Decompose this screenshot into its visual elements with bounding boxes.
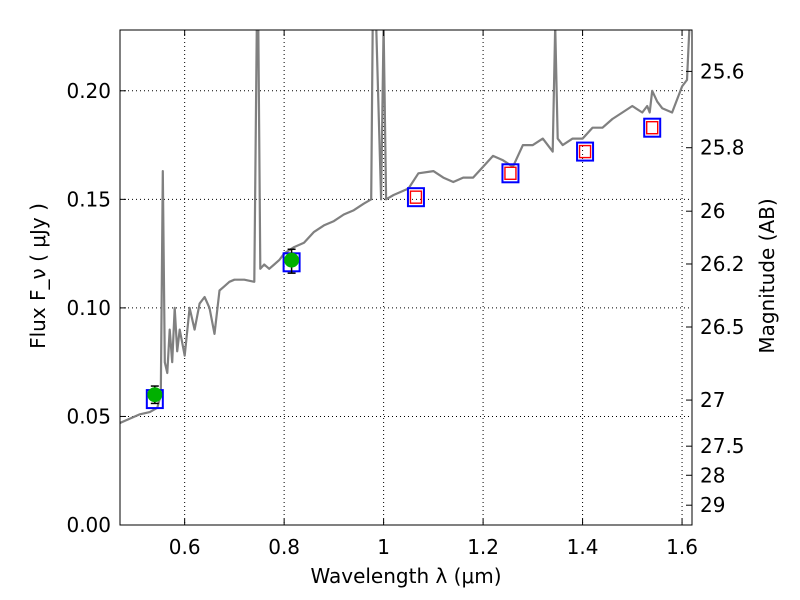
upper-limit-box [504, 166, 517, 180]
plot-frame [119, 29, 693, 526]
x-axis-ticks: 0.6 0.8 1 1.2 1.4 1.6 [169, 30, 698, 559]
y-axis-label: Flux F_ν ( μJy ) [26, 203, 50, 349]
model-photometry-box [406, 187, 425, 208]
y-tick-label: 0.05 [66, 404, 111, 428]
model-photometry-box [501, 163, 520, 184]
mag-tick-label: 26.2 [700, 252, 745, 276]
upper-limit-box [646, 120, 659, 135]
mag-tick-label: 27 [700, 388, 725, 412]
x-axis-label: Wavelength λ (μm) [310, 564, 501, 588]
mag-tick-label: 29 [700, 493, 725, 517]
y-tick-label: 0.15 [66, 187, 111, 211]
mag-tick-label: 25.8 [700, 136, 745, 160]
plot-data [120, 30, 691, 425]
grid-lines [120, 30, 692, 526]
mag-tick-label: 26 [700, 199, 725, 223]
y-tick-label: 0.00 [66, 513, 111, 537]
observed-point [284, 252, 300, 268]
x-tick-label: 0.6 [169, 535, 201, 559]
x-tick-label: 1.6 [666, 535, 698, 559]
model-photometry-box [576, 141, 595, 162]
mag-tick-label: 25.6 [700, 59, 745, 83]
y-tick-label: 0.20 [66, 79, 111, 103]
x-tick-label: 0.8 [268, 535, 300, 559]
upper-limit-box [409, 190, 423, 204]
spectrum-line [120, 30, 691, 425]
mag-tick-label: 27.5 [700, 434, 745, 458]
mag-tick-label: 28 [700, 463, 725, 487]
y-axis-ticks: 0.00 0.05 0.10 0.15 0.20 [66, 79, 126, 537]
model-photometry-box [643, 117, 662, 138]
observed-point [147, 387, 163, 403]
x-tick-label: 1 [377, 535, 390, 559]
x-tick-label: 1.2 [467, 535, 499, 559]
magnitude-axis-label: Magnitude (AB) [755, 198, 779, 353]
y-tick-label: 0.10 [66, 296, 111, 320]
upper-limit-box [578, 144, 592, 159]
magnitude-axis-ticks: 25.6 25.8 26 26.2 26.5 27 27.5 28 29 [686, 59, 745, 517]
x-tick-label: 1.4 [567, 535, 599, 559]
mag-tick-label: 26.5 [700, 315, 745, 339]
